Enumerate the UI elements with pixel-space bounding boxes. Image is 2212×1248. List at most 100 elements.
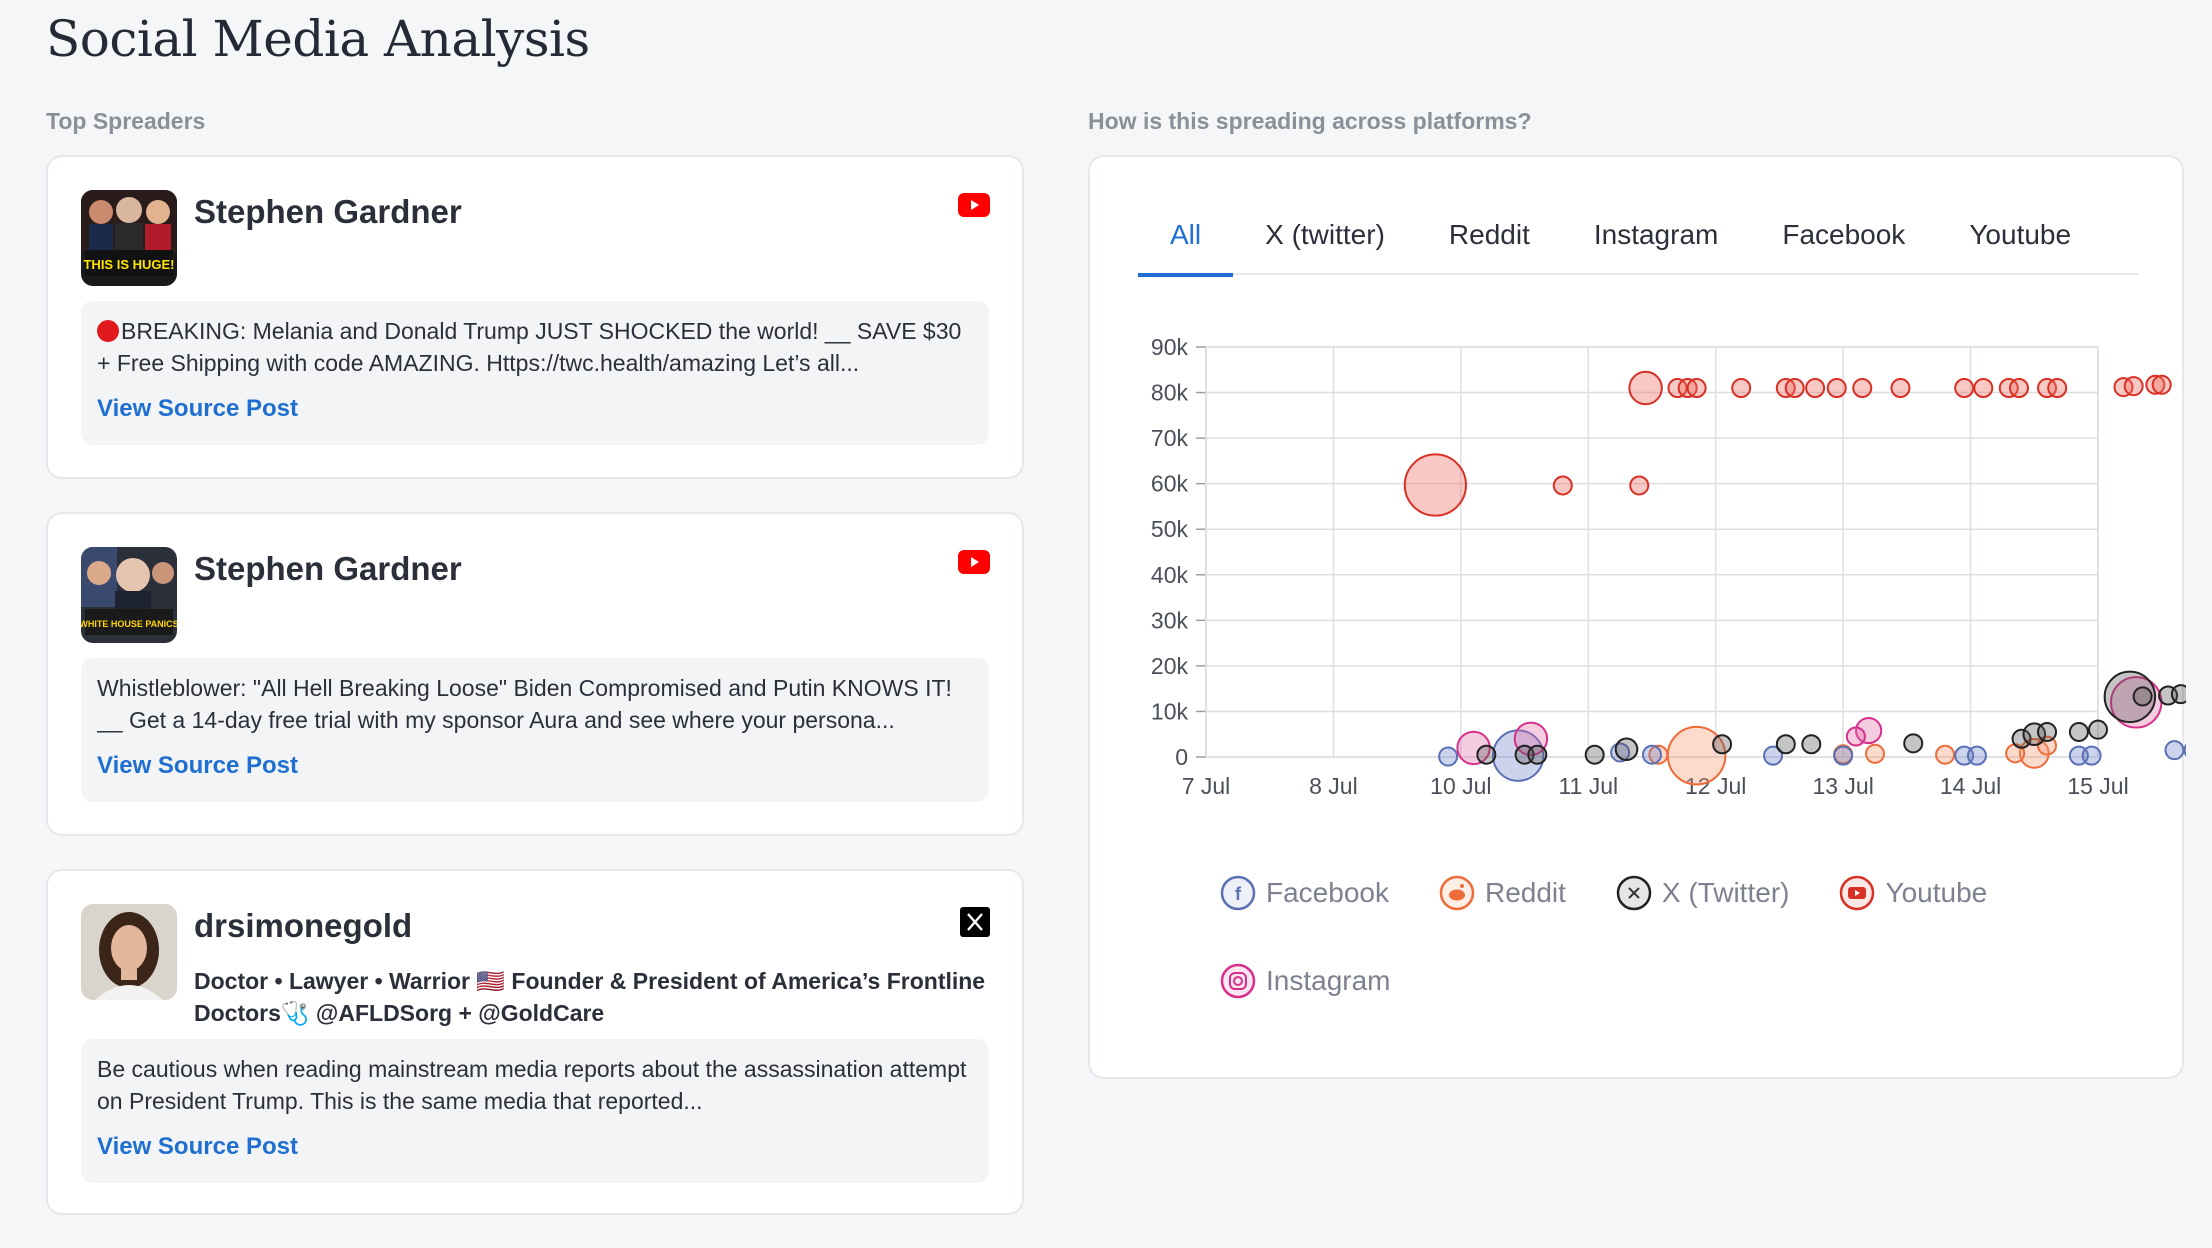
data-point-x-twitter bbox=[2011, 728, 2032, 749]
data-point-youtube bbox=[2123, 376, 2144, 397]
tab-instagram[interactable]: Instagram bbox=[1593, 219, 1719, 250]
data-point-x-twitter bbox=[1903, 733, 1924, 754]
data-point-x-twitter bbox=[1712, 734, 1733, 755]
youtube-icon bbox=[958, 193, 990, 222]
x-tick-label: 13 Jul bbox=[1812, 773, 1873, 799]
x-icon bbox=[960, 907, 990, 942]
thumbnail-caption: THIS IS HUGE! bbox=[83, 257, 174, 272]
y-tick-label: 30k bbox=[1151, 607, 1189, 633]
y-tick-label: 60k bbox=[1151, 471, 1189, 497]
data-point-facebook bbox=[1438, 746, 1459, 767]
avatar bbox=[81, 904, 177, 1000]
data-point-facebook bbox=[2183, 743, 2186, 757]
instagram-icon bbox=[1220, 963, 1256, 999]
legend-label: Instagram bbox=[1266, 965, 1391, 996]
data-point-youtube bbox=[2047, 378, 2068, 398]
y-tick-label: 0 bbox=[1175, 744, 1188, 770]
red-circle-emoji bbox=[97, 320, 119, 342]
data-point-x-twitter bbox=[2068, 721, 2089, 742]
scatter-chart: 0 10k 20k 30k 40k 50k 60k 70k 80k 90k 7 Jul 8 Jul 10… bbox=[1151, 334, 2186, 799]
view-source-post-link[interactable]: View Source Post bbox=[97, 1133, 298, 1160]
legend-reddit[interactable]: Reddit bbox=[1439, 873, 1566, 913]
data-point-x-twitter bbox=[2088, 719, 2108, 740]
youtube-icon bbox=[1840, 875, 1875, 911]
data-point-youtube bbox=[2145, 374, 2166, 395]
data-point-facebook bbox=[1763, 745, 1784, 766]
x-tick-label: 8 Jul bbox=[1309, 773, 1358, 799]
platform-tabs: All X (twitter) Reddit Instagram Faceboo… bbox=[1138, 209, 2138, 277]
data-point-youtube bbox=[2113, 377, 2134, 398]
tab-x-twitter[interactable]: X (twitter) bbox=[1265, 219, 1385, 250]
platform-spread-label: How is this spreading across platforms? bbox=[1088, 108, 1532, 134]
legend-facebook[interactable]: f Facebook bbox=[1220, 873, 1389, 913]
spreader-card: drsimonegold Doctor • Lawyer • Warrior 🇺… bbox=[46, 869, 1024, 1215]
data-point-youtube bbox=[2008, 378, 2029, 398]
data-point-facebook bbox=[1833, 745, 1854, 766]
author-name[interactable]: Stephen Gardner bbox=[194, 550, 462, 587]
tab-facebook[interactable]: Facebook bbox=[1782, 219, 1906, 250]
legend-instagram[interactable]: Instagram bbox=[1220, 961, 1391, 1001]
author-bio: Doctor • Lawyer • Warrior 🇺🇸 Founder & P… bbox=[194, 968, 986, 1026]
post-text: Be cautious when reading mainstream medi… bbox=[97, 1056, 967, 1114]
legend-youtube[interactable]: Youtube bbox=[1839, 873, 1987, 913]
legend-x-twitter[interactable]: X (Twitter) bbox=[1616, 873, 1790, 913]
post-text: BREAKING: Melania and Donald Trump JUST … bbox=[97, 318, 962, 376]
youtube-icon bbox=[958, 550, 990, 579]
data-point-x-twitter bbox=[2132, 686, 2153, 707]
x-icon bbox=[1616, 875, 1652, 911]
legend-label: X (Twitter) bbox=[1661, 877, 1790, 908]
data-point-youtube bbox=[1731, 378, 1752, 398]
data-point-x-twitter bbox=[1801, 734, 1822, 755]
data-point-youtube bbox=[1973, 378, 1994, 398]
data-point-youtube bbox=[1628, 370, 1663, 406]
data-point-facebook bbox=[2164, 740, 2185, 761]
page-title: Social Media Analysis bbox=[46, 10, 590, 68]
y-tick-label: 10k bbox=[1151, 698, 1189, 724]
data-point-facebook bbox=[2081, 745, 2102, 766]
legend-label: Youtube bbox=[1885, 877, 1988, 908]
author-name[interactable]: Stephen Gardner bbox=[194, 193, 462, 230]
data-point-youtube bbox=[1805, 378, 1826, 398]
data-point-youtube bbox=[1629, 475, 1650, 496]
data-point-x-twitter bbox=[1527, 744, 1548, 765]
y-tick-label: 40k bbox=[1151, 562, 1189, 588]
x-tick-label: 11 Jul bbox=[1558, 773, 1618, 799]
data-point-instagram bbox=[1456, 730, 1491, 766]
data-point-youtube bbox=[1784, 378, 1805, 398]
tab-all[interactable]: All bbox=[1138, 209, 1234, 277]
data-point-facebook bbox=[1642, 744, 1662, 765]
y-tick-label: 50k bbox=[1151, 516, 1189, 542]
data-point-instagram bbox=[1845, 726, 1866, 747]
y-tick-label: 90k bbox=[1151, 334, 1189, 360]
tab-reddit[interactable]: Reddit bbox=[1448, 219, 1530, 250]
y-tick-label: 80k bbox=[1151, 380, 1189, 406]
post-text: Whistleblower: "All Hell Breaking Loose"… bbox=[97, 675, 952, 733]
data-point-youtube bbox=[1403, 453, 1467, 517]
reddit-icon bbox=[1439, 875, 1475, 911]
data-point-x-twitter bbox=[2037, 721, 2058, 742]
svg-text:f: f bbox=[1235, 884, 1242, 904]
data-point-youtube bbox=[1954, 378, 1975, 398]
legend-label: Facebook bbox=[1266, 877, 1389, 908]
data-point-youtube bbox=[2037, 378, 2058, 398]
x-tick-label: 14 Jul bbox=[1940, 773, 2001, 799]
tab-youtube[interactable]: Youtube bbox=[1969, 219, 2072, 250]
post-thumbnail: THIS IS HUGE! bbox=[81, 190, 177, 286]
post-preview: BREAKING: Melania and Donald Trump JUST … bbox=[81, 301, 989, 445]
data-point-reddit bbox=[1935, 744, 1956, 765]
x-tick-label: 7 Jul bbox=[1182, 773, 1231, 799]
author-name[interactable]: drsimonegold bbox=[194, 907, 413, 944]
data-point-youtube bbox=[2151, 374, 2172, 395]
data-point-youtube bbox=[1826, 378, 1847, 398]
post-thumbnail: WHITE HOUSE PANICS bbox=[81, 547, 177, 643]
data-point-youtube bbox=[1686, 378, 1707, 398]
x-tick-label: 10 Jul bbox=[1430, 773, 1491, 799]
legend-label: Reddit bbox=[1484, 877, 1566, 908]
y-tick-label: 20k bbox=[1151, 653, 1189, 679]
data-point-youtube bbox=[1998, 378, 2019, 398]
spreader-card: THIS IS HUGE! Stephen Gardner BREAKING: … bbox=[46, 155, 1024, 479]
data-point-instagram bbox=[1855, 716, 1883, 745]
view-source-post-link[interactable]: View Source Post bbox=[97, 395, 298, 422]
view-source-post-link[interactable]: View Source Post bbox=[97, 752, 298, 779]
data-point-youtube bbox=[1852, 378, 1873, 398]
